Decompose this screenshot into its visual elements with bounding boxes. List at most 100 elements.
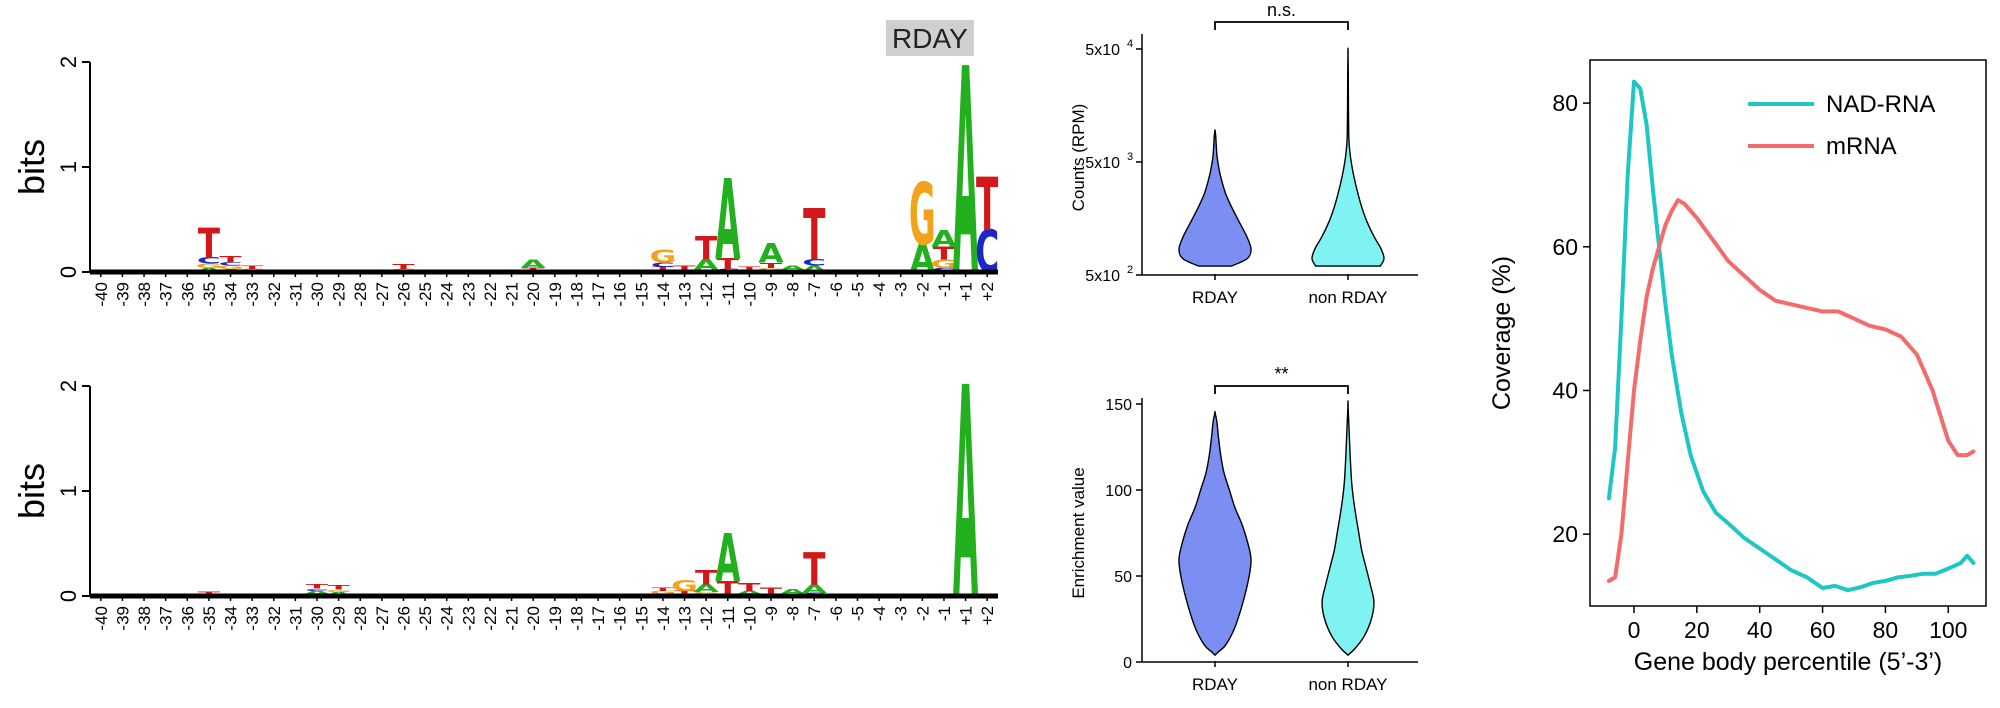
logo-letter: G (217, 265, 244, 270)
logo-letter-glyph: G (758, 267, 785, 270)
logo-letter: T (803, 194, 826, 276)
logo-letter-glyph: T (673, 590, 695, 595)
logo-letter-glyph: T (241, 265, 263, 270)
x-tick-label: -2 (913, 606, 932, 621)
logo-letter-glyph: A (780, 264, 806, 271)
x-tick-label: -39 (113, 606, 132, 631)
y-axis-label: Counts (RPM) (1070, 104, 1088, 212)
x-tick-label: -33 (243, 606, 262, 631)
y-axis-label: bits (16, 139, 52, 195)
logo-letter: A (780, 587, 806, 596)
x-tick-label: -35 (200, 606, 219, 631)
x-tick-label: RDAY (1192, 675, 1238, 694)
y-tick-label: 2 (56, 380, 81, 392)
x-tick-label: -9 (762, 606, 781, 621)
logo-letter-glyph: A (737, 590, 762, 595)
x-tick-label: -10 (740, 606, 759, 631)
logo-letter: T (738, 581, 761, 593)
violin-plot-counts: Counts (RPM) 5x10 2 5x10 3 5x10 4 RDAY non RDAY n… (1069, 0, 1432, 318)
y-tick-exponent: 4 (1127, 38, 1133, 50)
logo-letter-glyph: A (953, 14, 978, 334)
x-tick-label: -11 (719, 606, 738, 629)
y-tick-label: 0 (56, 266, 81, 278)
logo-letter-glyph: C (802, 258, 826, 268)
logo-letter-glyph: A (931, 225, 956, 252)
logo-letter: A (737, 590, 762, 595)
y-tick-exponent: 2 (1127, 264, 1133, 276)
x-tick-label: -16 (611, 606, 630, 631)
significance-label: n.s. (1267, 0, 1296, 20)
x-tick-label: -16 (611, 282, 630, 307)
logo-letter-glyph: G (325, 589, 352, 592)
logo-letter: C (219, 262, 243, 267)
logo-letter: G (325, 589, 352, 592)
x-tick-label: -18 (567, 606, 586, 631)
x-tick-label: 60 (1810, 617, 1836, 643)
logo-letter: T (198, 220, 221, 268)
x-tick-label: -8 (784, 606, 803, 621)
logo-letter: T (327, 584, 349, 591)
logo-letter: T (695, 230, 717, 268)
x-tick-label: -18 (567, 282, 586, 307)
violin-body (1321, 400, 1375, 657)
x-tick-label: -20 (524, 606, 543, 631)
x-tick-label: -15 (632, 282, 651, 307)
x-tick-label: -6 (827, 282, 846, 297)
x-tick-label: 100 (1929, 617, 1967, 643)
x-tick-label: -3 (892, 606, 911, 621)
plot-frame (1589, 59, 1987, 607)
logo-letter-glyph: T (717, 255, 740, 272)
logo-letter-glyph: T (738, 581, 761, 593)
x-tick-label: 80 (1873, 617, 1899, 643)
logo-letter: T (976, 163, 998, 248)
x-tick-label: -12 (697, 282, 716, 307)
logo-letter: T (652, 587, 674, 592)
logo-letter-glyph: T (695, 230, 717, 268)
x-tick-label: -25 (416, 606, 435, 631)
x-tick-label: -5 (848, 282, 867, 297)
x-tick-label: -13 (676, 606, 695, 631)
x-tick-label: -20 (524, 282, 543, 307)
x-tick-label: -27 (373, 606, 392, 631)
sequence-logo-bottom: bits012TGACTAGTCGTCTGCGATCTAGATCTCACATA-… (11, 326, 1016, 665)
logo-letter: G (693, 591, 720, 594)
y-tick-label: 1 (56, 485, 81, 497)
x-tick-label: -27 (373, 282, 392, 307)
logo-letter: T (241, 265, 263, 270)
y-axis-label: Coverage (%) (1488, 256, 1516, 410)
x-tick-label: -7 (805, 606, 824, 621)
logo-letter: G (671, 577, 698, 594)
x-axis-label: Gene body percentile (5’-3’) (1634, 648, 1943, 676)
significance-bracket (1214, 21, 1349, 30)
x-tick-label: -29 (330, 606, 349, 631)
violin-body (1178, 410, 1252, 657)
logo-letter: G (195, 262, 222, 269)
logo-letter: A (693, 582, 719, 594)
x-tick-label: -4 (870, 282, 889, 297)
logo-letter-glyph: G (909, 167, 936, 266)
logo-letter: C (802, 258, 826, 268)
x-tick-label: -40 (92, 282, 111, 307)
logo-letter-glyph: A (802, 264, 828, 274)
x-tick-label: -38 (135, 606, 154, 631)
logo-letter-glyph: A (715, 158, 740, 285)
logo-letter: T (738, 266, 760, 271)
x-tick-label: 40 (1747, 617, 1773, 643)
x-tick-label: -17 (589, 282, 608, 307)
x-tick-label: +2 (978, 606, 997, 625)
x-tick-label: -31 (286, 606, 305, 631)
x-tick-label: -37 (157, 282, 176, 307)
x-tick-label: -13 (676, 282, 695, 307)
logo-letter: G (649, 590, 676, 595)
logo-letter: T (392, 262, 415, 271)
x-tick-label: -19 (546, 282, 565, 307)
logo-letter-glyph: A (304, 590, 329, 595)
legend-label: NAD-RNA (1826, 91, 1935, 118)
logo-letter: A (715, 522, 741, 598)
logo-letter-glyph: C (305, 588, 329, 591)
logo-letter-glyph: T (760, 586, 783, 596)
y-tick-label: 150 (1105, 397, 1132, 414)
logo-letter: C (197, 255, 221, 265)
x-tick-label: -10 (740, 282, 759, 307)
logo-letter: G (758, 267, 785, 270)
